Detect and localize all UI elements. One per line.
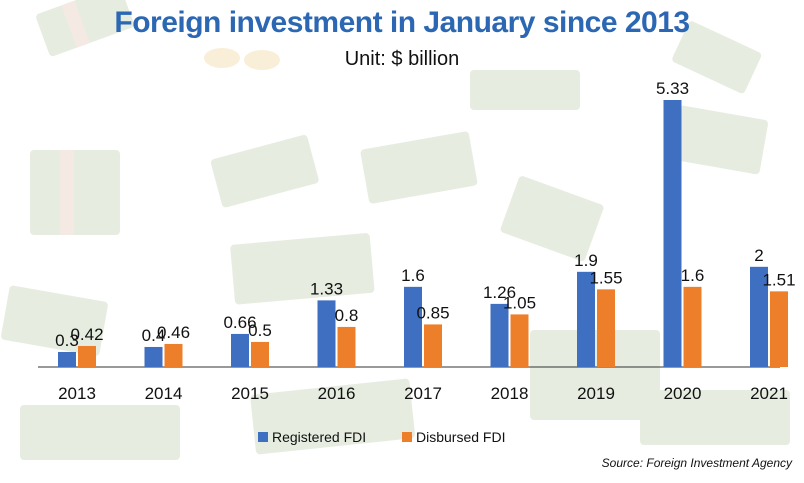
bar-registered-2018 bbox=[490, 303, 509, 367]
category-labels-group: 2013 2014 2015 2016 2017 2018 2019 2020 2021 bbox=[58, 384, 788, 403]
banknote-stack-icon bbox=[470, 70, 580, 110]
bar-disbursed-2018 bbox=[510, 314, 529, 367]
bar-registered-2013 bbox=[58, 351, 76, 367]
bar-disbursed-2020 bbox=[683, 286, 702, 367]
banknote-stack-icon bbox=[640, 390, 790, 445]
banknote-icon bbox=[671, 105, 768, 175]
chart-subtitle-unit: Unit: $ billion bbox=[344, 48, 460, 70]
value-label-registered-2013: 0.3 bbox=[55, 331, 79, 350]
value-label-registered-2015: 0.66 bbox=[223, 313, 256, 332]
bar-registered-2016 bbox=[317, 300, 336, 367]
banknote-icon bbox=[360, 131, 478, 204]
coin-stack-icon bbox=[204, 48, 280, 70]
bar-registered-2014 bbox=[144, 346, 163, 367]
bars-group bbox=[58, 100, 788, 367]
money-background-decoration bbox=[1, 0, 790, 460]
banknote-stack-icon bbox=[30, 150, 120, 235]
bar-registered-2015 bbox=[231, 333, 249, 367]
category-label-2020: 2020 bbox=[664, 384, 702, 403]
category-label-2016: 2016 bbox=[318, 384, 356, 403]
value-label-disbursed-2018: 1.05 bbox=[503, 293, 536, 312]
legend-label-registered-fdi: Registered FDI bbox=[272, 429, 366, 445]
value-label-registered-2018: 1.26 bbox=[483, 283, 516, 302]
value-label-registered-2017: 1.6 bbox=[401, 266, 425, 285]
value-label-registered-2016: 1.33 bbox=[310, 279, 343, 298]
legend-swatch-registered-fdi bbox=[258, 432, 268, 442]
value-label-disbursed-2014: 0.46 bbox=[157, 323, 190, 342]
bar-disbursed-2014 bbox=[164, 343, 183, 367]
bar-registered-2021 bbox=[750, 266, 768, 367]
value-label-disbursed-2016: 0.8 bbox=[335, 306, 359, 325]
bar-registered-2019 bbox=[577, 271, 595, 367]
value-label-registered-2020: 5.33 bbox=[656, 79, 689, 98]
bar-disbursed-2013 bbox=[78, 345, 96, 367]
source-note: Source: Foreign Investment Agency bbox=[601, 456, 792, 470]
banknote-icon bbox=[500, 176, 604, 262]
value-label-registered-2021: 2 bbox=[754, 246, 763, 265]
value-label-disbursed-2020: 1.6 bbox=[681, 266, 705, 285]
bar-disbursed-2015 bbox=[251, 341, 269, 367]
category-label-2015: 2015 bbox=[231, 384, 269, 403]
bar-disbursed-2017 bbox=[424, 324, 442, 367]
banknote-icon bbox=[672, 21, 762, 94]
legend: Registered FDI Disbursed FDI bbox=[258, 429, 505, 445]
value-label-registered-2014: 0.4 bbox=[142, 326, 166, 345]
category-label-2018: 2018 bbox=[491, 384, 529, 403]
banknote-icon bbox=[210, 135, 319, 208]
legend-label-disbursed-fdi: Disbursed FDI bbox=[416, 429, 505, 445]
value-labels-group: 0.30.42 0.40.460.660.51.330.81.60.851.261… bbox=[55, 79, 795, 350]
bar-disbursed-2019 bbox=[597, 289, 615, 367]
banknote-stack-icon bbox=[250, 378, 415, 455]
value-label-disbursed-2019: 1.55 bbox=[589, 268, 622, 287]
value-label-registered-2019: 1.9 bbox=[574, 251, 598, 270]
category-label-2014: 2014 bbox=[145, 384, 183, 403]
bar-disbursed-2021 bbox=[770, 291, 788, 367]
category-label-2021: 2021 bbox=[750, 384, 788, 403]
banknote-stack-icon bbox=[36, 0, 134, 57]
banknote-stack-icon bbox=[20, 405, 180, 460]
value-label-disbursed-2015: 0.5 bbox=[248, 321, 272, 340]
value-label-disbursed-2013: 0.42 bbox=[70, 325, 103, 344]
banknote-stack-icon bbox=[1, 285, 108, 356]
category-label-2017: 2017 bbox=[404, 384, 442, 403]
category-label-2019: 2019 bbox=[577, 384, 615, 403]
banknote-stack-icon bbox=[230, 233, 375, 305]
legend-swatch-disbursed-fdi bbox=[402, 432, 412, 442]
banknote-stack-icon bbox=[530, 330, 660, 420]
bar-registered-2020 bbox=[663, 100, 682, 367]
bar-disbursed-2016 bbox=[337, 326, 356, 367]
bar-registered-2017 bbox=[404, 286, 422, 367]
chart-title: Foreign investment in January since 2013 bbox=[114, 6, 690, 39]
category-label-2013: 2013 bbox=[58, 384, 96, 403]
value-label-disbursed-2017: 0.85 bbox=[416, 303, 449, 322]
value-label-disbursed-2021: 1.51 bbox=[762, 270, 795, 289]
